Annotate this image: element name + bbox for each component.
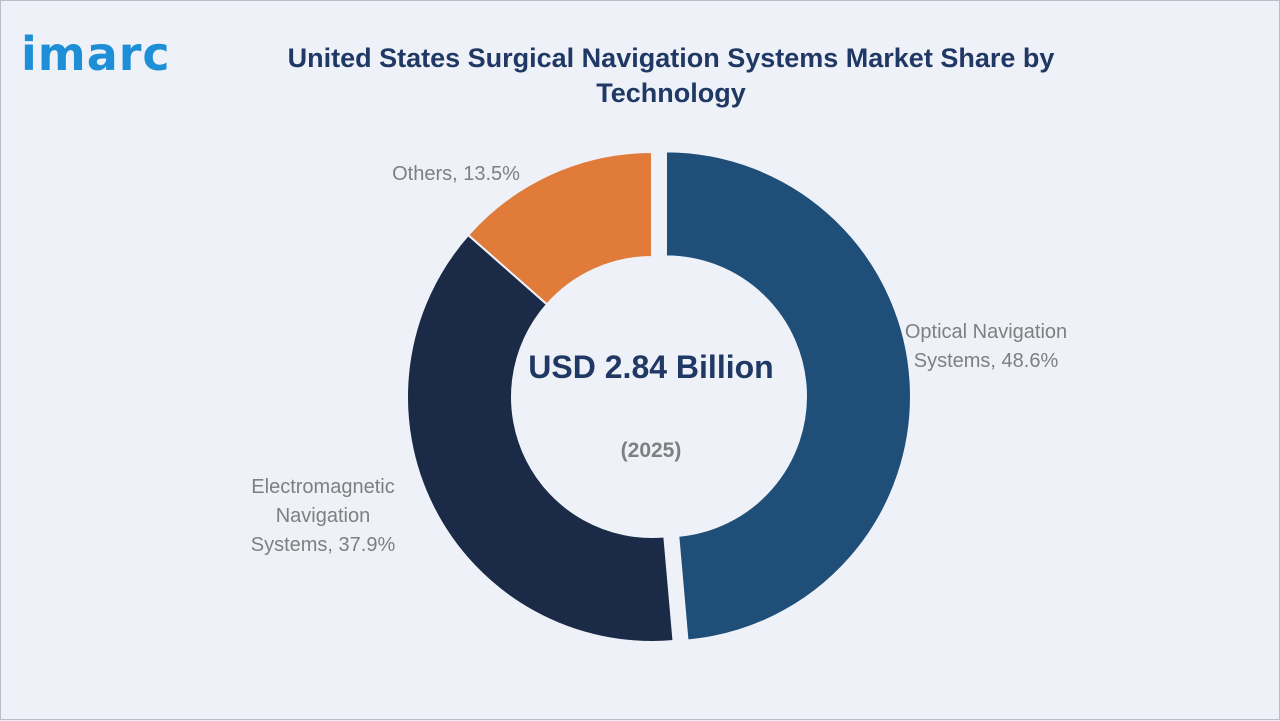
slice-others xyxy=(466,150,653,306)
center-year: (2025) xyxy=(620,439,682,462)
slice-optical xyxy=(664,150,912,642)
chart-title: United States Surgical Navigation System… xyxy=(287,43,1055,108)
slice-label-others: Others, 13.5% xyxy=(392,163,520,185)
slice-label-electromagnetic: Electromagnetic Navigation Systems, 37.9… xyxy=(250,476,396,556)
imarc-logo: imarc xyxy=(21,27,171,81)
center-total-value: USD 2.84 Billion xyxy=(528,349,774,385)
slice-electromagnetic xyxy=(406,233,675,643)
slice-label-optical: Optical Navigation Systems, 48.6% xyxy=(904,321,1068,372)
